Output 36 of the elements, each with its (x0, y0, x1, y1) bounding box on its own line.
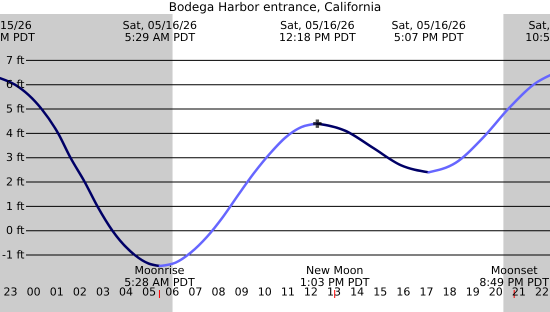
chart-title: Bodega Harbor entrance, California (168, 0, 382, 14)
annotation: Sat, 05/16/26 12:18 PM PDT (279, 19, 356, 44)
x-tick-label: 05 (142, 286, 156, 298)
x-tick-label: 07 (188, 286, 202, 298)
y-tick-label: 2 ft (6, 176, 26, 189)
annotation: Sat, 10:5 (525, 19, 550, 44)
x-tick-label: 19 (466, 286, 480, 298)
y-tick-label: 3 ft (6, 151, 26, 164)
x-tick-label: 17 (419, 286, 434, 298)
x-tick-label: 09 (234, 286, 249, 298)
x-tick-label: 08 (211, 286, 226, 298)
x-tick-label: 16 (396, 286, 410, 298)
x-tick-label: 03 (96, 286, 110, 298)
x-tick-label: 23 (4, 286, 18, 298)
x-tick-label: 15 (373, 286, 388, 298)
annotation: Sat, 05/16/26 5:07 PM PDT (391, 19, 466, 44)
annotation: Sat, 05/16/26 5:29 AM PDT (122, 19, 198, 44)
x-tick-label: 18 (442, 286, 457, 298)
x-tick-label: 06 (165, 286, 180, 298)
x-tick-label: 20 (488, 286, 503, 298)
x-tick-label: 12 (304, 286, 318, 298)
x-tick-label: 10 (258, 286, 272, 298)
y-tick-label: 1 ft (6, 200, 26, 213)
y-tick-label: 7 ft (6, 54, 26, 67)
y-tick-label: 4 ft (6, 126, 26, 140)
x-tick-label: 11 (280, 286, 295, 298)
x-tick-label: 14 (350, 286, 364, 298)
x-tick-label: 22 (535, 286, 550, 298)
annotation: 15/26 M PDT (0, 19, 36, 44)
x-tick-label: 01 (50, 286, 64, 298)
y-tick-label: 5 ft (6, 102, 26, 116)
x-tick-label: 04 (119, 286, 134, 298)
x-tick-label: 02 (72, 286, 87, 298)
y-tick-label: 0 ft (6, 224, 26, 238)
y-tick-label: -1 ft (2, 248, 26, 262)
x-tick-label: 00 (26, 286, 41, 298)
